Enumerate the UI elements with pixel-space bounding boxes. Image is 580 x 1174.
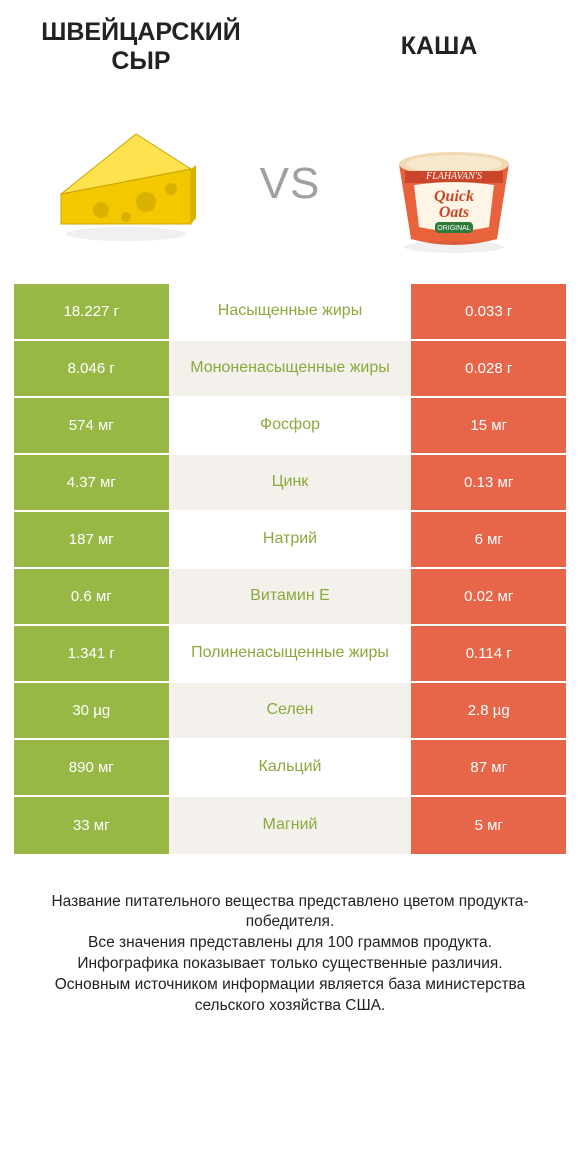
value-left: 890 мг (14, 740, 169, 795)
table-row: 4.37 мгЦинк0.13 мг (14, 455, 566, 512)
nutrient-label: Натрий (169, 512, 412, 567)
nutrient-label: Цинк (169, 455, 412, 510)
value-right: 2.8 µg (411, 683, 566, 738)
table-row: 187 мгНатрий6 мг (14, 512, 566, 569)
value-right: 15 мг (411, 398, 566, 453)
value-left: 8.046 г (14, 341, 169, 396)
svg-text:ORIGINAL: ORIGINAL (437, 225, 471, 232)
title-row: ШВЕЙЦАРСКИЙ СЫР КАША (14, 18, 566, 76)
table-row: 1.341 гПолиненасыщенные жиры0.114 г (14, 626, 566, 683)
nutrient-label: Мононенасыщенные жиры (169, 341, 412, 396)
value-right: 87 мг (411, 740, 566, 795)
vs-label: VS (260, 159, 321, 209)
nutrient-label: Кальций (169, 740, 412, 795)
nutrient-label: Селен (169, 683, 412, 738)
value-right: 0.028 г (411, 341, 566, 396)
value-left: 18.227 г (14, 284, 169, 339)
value-left: 30 µg (14, 683, 169, 738)
value-right: 0.02 мг (411, 569, 566, 624)
value-right: 0.114 г (411, 626, 566, 681)
nutrient-label: Полиненасыщенные жиры (169, 626, 412, 681)
footer-line: Название питательного вещества представл… (32, 892, 548, 934)
footer-text: Название питательного вещества представл… (14, 892, 566, 1018)
value-right: 0.13 мг (411, 455, 566, 510)
footer-line: Инфографика показывает только существенн… (32, 954, 548, 975)
infographic-page: ШВЕЙЦАРСКИЙ СЫР КАША VS (0, 0, 580, 1017)
table-row: 30 µgСелен2.8 µg (14, 683, 566, 740)
value-left: 1.341 г (14, 626, 169, 681)
svg-text:FLAHAVAN'S: FLAHAVAN'S (425, 171, 482, 182)
nutrient-label: Фосфор (169, 398, 412, 453)
svg-text:Oats: Oats (439, 204, 469, 221)
value-left: 33 мг (14, 797, 169, 854)
table-row: 8.046 гМононенасыщенные жиры0.028 г (14, 341, 566, 398)
cheese-image (36, 104, 216, 264)
footer-line: Основным источником информации является … (32, 975, 548, 1017)
nutrient-label: Насыщенные жиры (169, 284, 412, 339)
nutrient-label: Магний (169, 797, 412, 854)
comparison-table: 18.227 гНасыщенные жиры0.033 г8.046 гМон… (14, 284, 566, 854)
title-right: КАША (312, 18, 566, 61)
table-row: 0.6 мгВитамин E0.02 мг (14, 569, 566, 626)
value-left: 187 мг (14, 512, 169, 567)
oats-image: FLAHAVAN'S Quick Oats ORIGINAL (364, 104, 544, 264)
value-left: 4.37 мг (14, 455, 169, 510)
value-left: 0.6 мг (14, 569, 169, 624)
nutrient-label: Витамин E (169, 569, 412, 624)
value-right: 5 мг (411, 797, 566, 854)
image-row: VS FLAHAVAN'S Quick Oats ORIGINAL (14, 104, 566, 264)
footer-line: Все значения представлены для 100 граммо… (32, 933, 548, 954)
table-row: 890 мгКальций87 мг (14, 740, 566, 797)
value-left: 574 мг (14, 398, 169, 453)
value-right: 0.033 г (411, 284, 566, 339)
table-row: 18.227 гНасыщенные жиры0.033 г (14, 284, 566, 341)
svg-text:Quick: Quick (434, 188, 474, 205)
table-row: 33 мгМагний5 мг (14, 797, 566, 854)
value-right: 6 мг (411, 512, 566, 567)
table-row: 574 мгФосфор15 мг (14, 398, 566, 455)
title-left: ШВЕЙЦАРСКИЙ СЫР (14, 18, 268, 76)
